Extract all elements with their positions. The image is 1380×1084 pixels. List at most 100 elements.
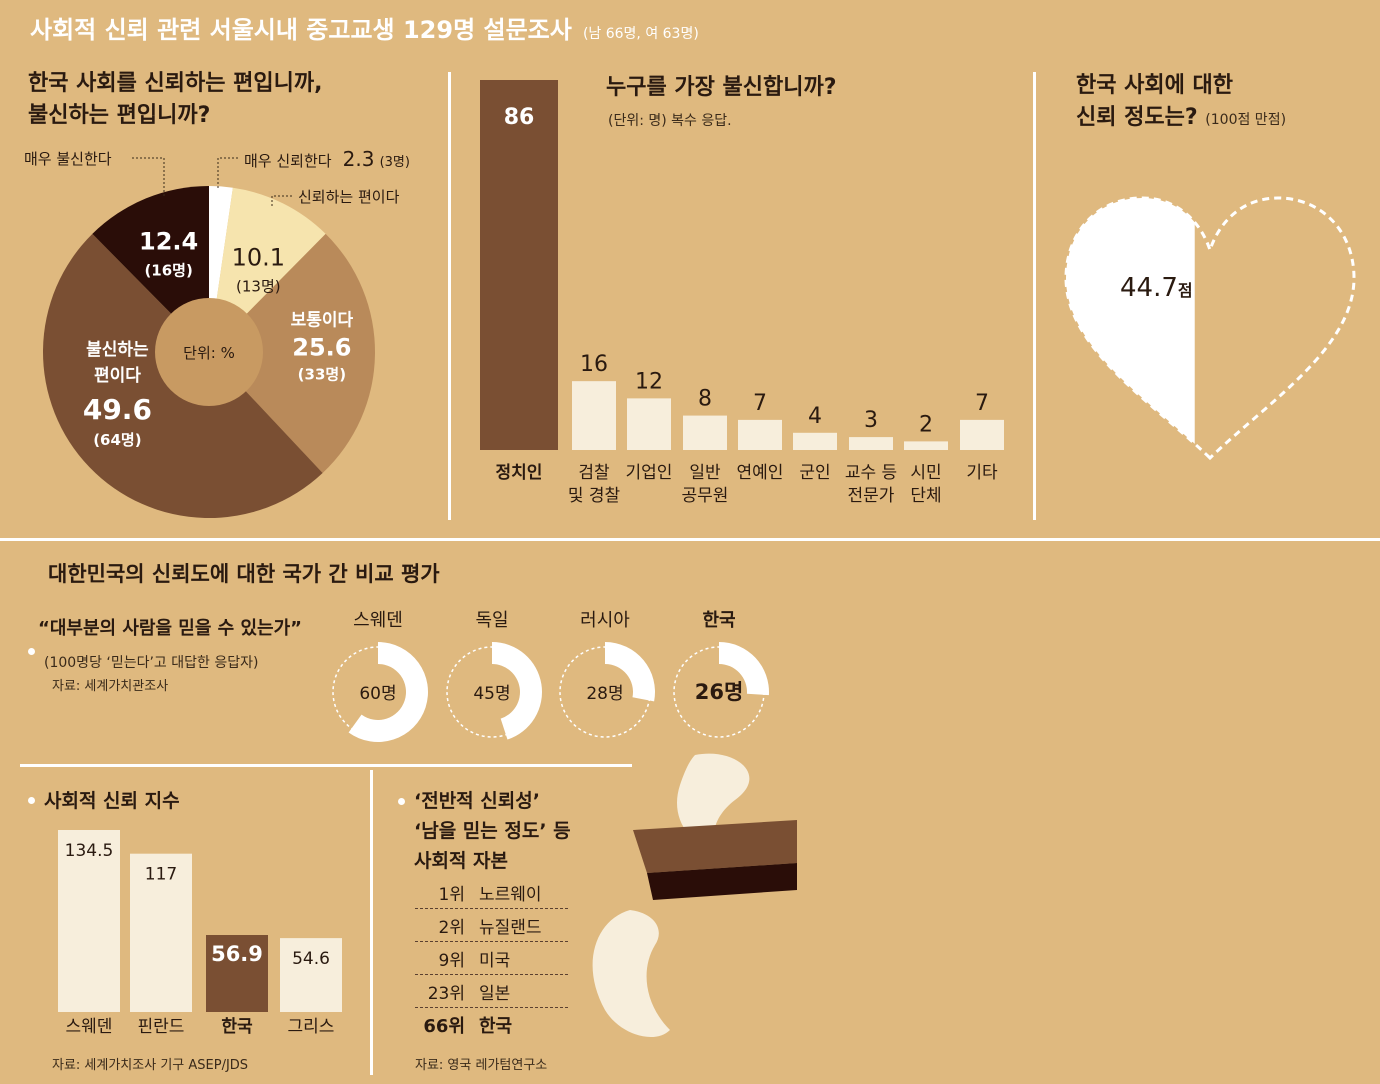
- divider-lower-vertical: [370, 770, 373, 1075]
- index-bar-value-2: 117: [145, 865, 177, 885]
- page-title: 사회적 신뢰 관련 서울시내 중고교생 129명 설문조사: [30, 16, 572, 44]
- leader-trust: [271, 195, 292, 206]
- ranking-row: 2위 뉴질랜드: [415, 913, 568, 941]
- ranking-bullet: [398, 798, 405, 805]
- index-bar-value-4: 54.6: [292, 949, 330, 969]
- distrust-bar-value-3: 12: [635, 369, 663, 394]
- distrust-bar-4: [683, 415, 727, 450]
- ranking-rank: 23위: [427, 984, 465, 1004]
- distrust-bar-value-7: 3: [864, 408, 878, 433]
- pie-question-line2: 불신하는 편입니까?: [28, 103, 211, 128]
- distrust-bar-7: [849, 437, 893, 450]
- ranking-country: 한국: [479, 1016, 513, 1037]
- index-bar-3: [206, 935, 268, 1012]
- callout-very-trust-label: 매우 신뢰한다: [244, 152, 332, 170]
- distrust-bar-9: [960, 419, 1004, 450]
- donut-arc-2: [492, 642, 542, 740]
- distrust-bar-label-2-line2: 및 경찰: [568, 486, 621, 506]
- distrust-bar-1: [480, 80, 558, 450]
- distrust-bar-label-8-line2: 단체: [910, 486, 941, 506]
- ranking-row: 9위 미국: [415, 946, 568, 974]
- bar-unit: (단위: 명) 복수 응답.: [608, 113, 732, 129]
- heart-score: 44.7점: [1120, 273, 1193, 303]
- pie-value-trust: 10.1: [232, 243, 285, 271]
- index-title: 사회적 신뢰 지수: [44, 790, 180, 812]
- pie-leader-lines: [132, 157, 292, 206]
- ranking-divider: [415, 974, 568, 975]
- heart-outline: [1064, 196, 1356, 461]
- divider-lower-left: [20, 764, 632, 767]
- page-header: 사회적 신뢰 관련 서울시내 중고교생 129명 설문조사 (남 66명, 여 …: [30, 10, 699, 45]
- ranking-row: 1위 노르웨이: [415, 880, 568, 908]
- distrust-bar-value-2: 16: [580, 352, 608, 377]
- heart-score-unit: 점: [1178, 281, 1193, 300]
- pie-value-distrust: 49.6: [83, 393, 152, 426]
- bar-question: 누구를 가장 불신합니까?: [606, 75, 837, 100]
- donut-arc-4: [719, 642, 769, 696]
- index-source: 자료: 세계가치조사 기구 ASEP/JDS: [52, 1058, 249, 1073]
- heart-fill: [1066, 198, 1195, 444]
- ranking-rank: 66위: [423, 1016, 465, 1037]
- distrust-bar-label-9: 기타: [966, 463, 998, 483]
- distrust-bar-label-4: 일반: [689, 463, 721, 483]
- divider-middle: [0, 538, 1380, 541]
- distrust-bar-8: [904, 441, 948, 450]
- distrust-bar-2: [572, 381, 616, 450]
- heart-question-line2: 신뢰 정도는? (100점 만점): [1076, 102, 1286, 136]
- ranking-divider: [415, 941, 568, 942]
- leader-very-distrust: [132, 157, 165, 196]
- ranking-source: 자료: 영국 레가텀연구소: [415, 1058, 548, 1073]
- pie-count-trust: (13명): [236, 277, 281, 295]
- distrust-bar-label-1: 정치인: [496, 463, 543, 483]
- distrust-bar-label-7-line2: 전문가: [848, 486, 895, 506]
- stripe-dark: [647, 863, 797, 900]
- donut-charts: 스웨덴 60명 독일 45명 러시아 28명 한국 26명: [332, 610, 769, 742]
- distrust-bar-label-6: 군인: [799, 463, 830, 483]
- divider-right: [1033, 72, 1036, 520]
- trust-index-bars: 134.5 스웨덴 117 핀란드 56.9 한국 54.6 그리스: [58, 830, 342, 1037]
- heart-gauge: 44.7점: [1064, 196, 1356, 461]
- index-bullet: [28, 797, 35, 804]
- callout-very-trust-count: (3명): [379, 155, 410, 170]
- ranking-title-line3: 사회적 자본: [414, 850, 509, 872]
- distrust-bar-label-8: 시민: [910, 463, 941, 483]
- distrust-bar-3: [627, 398, 671, 450]
- callout-very-distrust: 매우 불신한다: [24, 150, 112, 168]
- ranking-divider: [415, 1007, 568, 1008]
- decorative-illustration: [592, 753, 797, 1038]
- donut-value-3: 28명: [586, 684, 623, 704]
- ranking-country: 뉴질랜드: [479, 918, 542, 938]
- ranking-country: 노르웨이: [479, 885, 542, 905]
- ranking-divider: [415, 908, 568, 909]
- index-bar-value-1: 134.5: [65, 841, 114, 861]
- donut-arc-1: [348, 642, 428, 742]
- compare-title: 대한민국의 신뢰도에 대한 국가 간 비교 평가: [48, 562, 440, 586]
- pie-count-distrust: (64명): [93, 431, 141, 449]
- callout-very-trust: 매우 신뢰한다 2.3 (3명): [244, 147, 410, 171]
- distrust-bar-value-1: 86: [504, 105, 535, 130]
- donut-value-4: 26명: [695, 680, 744, 704]
- compare-bullet: [28, 648, 35, 655]
- trust-index-chart: 134.5 스웨덴 117 핀란드 56.9 한국 54.6 그리스: [58, 830, 342, 1037]
- pie-value-normal: 25.6: [292, 333, 351, 361]
- distrust-bar-5: [738, 419, 782, 450]
- pie-value-very-distrust: 12.4: [139, 228, 198, 256]
- ranking-country: 미국: [479, 951, 511, 971]
- distrust-bar-label-4-line2: 공무원: [682, 486, 729, 506]
- donut-name-4: 한국: [702, 610, 735, 631]
- pie-slice-normal: [209, 233, 375, 474]
- pie-question-line1: 한국 사회를 신뢰하는 편입니까,: [28, 71, 323, 96]
- index-bar-label-2: 핀란드: [138, 1017, 185, 1037]
- donut-name-2: 독일: [475, 610, 508, 631]
- index-bar-1: [58, 830, 120, 1012]
- callout-trust: 신뢰하는 편이다: [298, 188, 400, 206]
- pie-center-hole: [155, 298, 263, 406]
- distrust-bar-label-5: 연예인: [737, 463, 784, 483]
- crumb-bottom: [592, 910, 670, 1038]
- distrust-bar-value-5: 7: [753, 391, 767, 416]
- pie-center-label: 단위: %: [183, 344, 235, 362]
- donut-value-2: 45명: [473, 684, 510, 704]
